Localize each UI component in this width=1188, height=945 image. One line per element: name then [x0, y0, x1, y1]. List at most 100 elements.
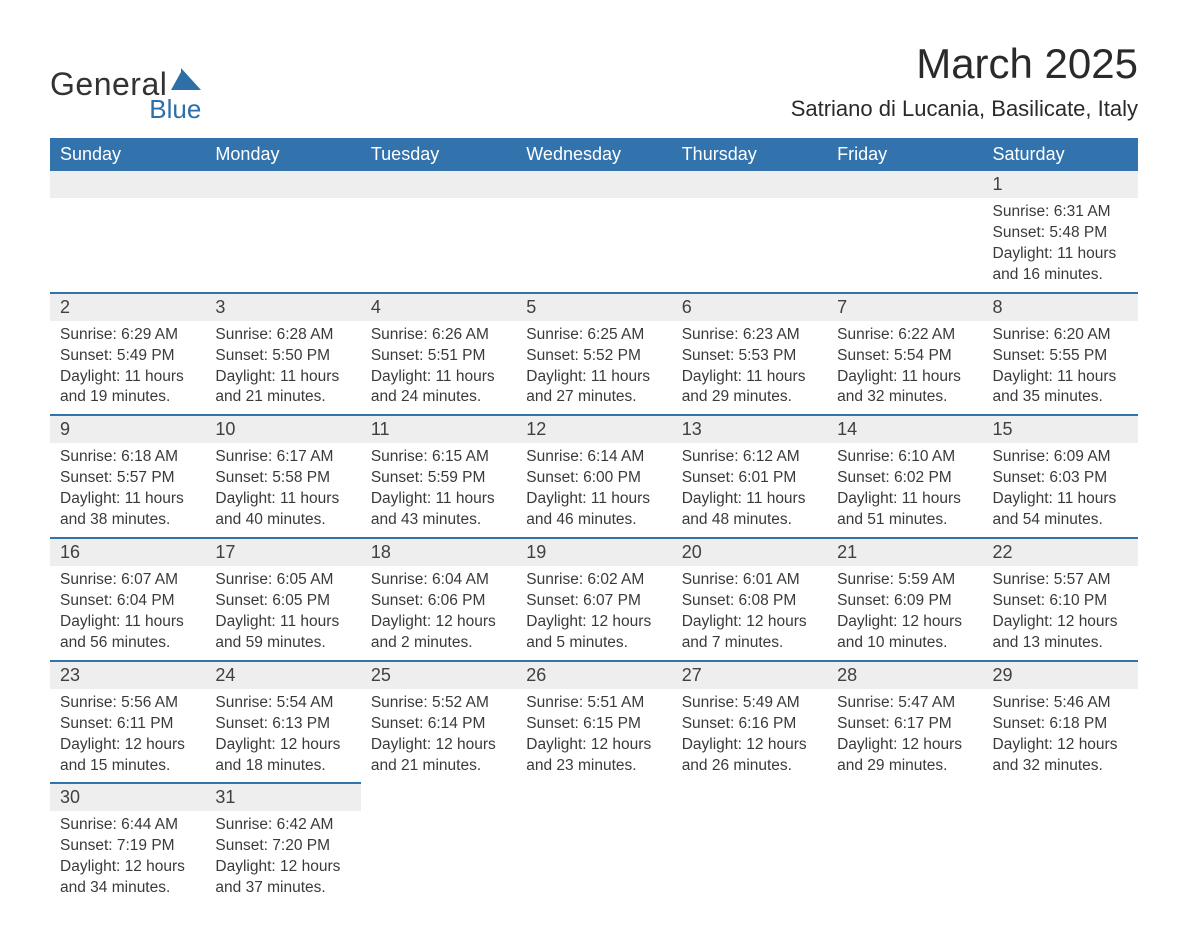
daylight-text: Daylight: 12 hours [215, 735, 350, 756]
day-details [50, 198, 205, 258]
daylight-text: Daylight: 11 hours [215, 367, 350, 388]
sunset-text: Sunset: 6:13 PM [215, 714, 350, 735]
day-number: 10 [205, 416, 360, 443]
daylight-text: and 16 minutes. [993, 265, 1128, 286]
calendar-day-cell: 22Sunrise: 5:57 AMSunset: 6:10 PMDayligh… [983, 538, 1138, 661]
sunrise-text: Sunrise: 6:26 AM [371, 325, 506, 346]
daylight-text: Daylight: 12 hours [682, 612, 817, 633]
calendar-day-cell: 10Sunrise: 6:17 AMSunset: 5:58 PMDayligh… [205, 415, 360, 538]
calendar-day-cell [361, 783, 516, 905]
sunset-text: Sunset: 7:19 PM [60, 836, 195, 857]
calendar-day-cell [205, 171, 360, 293]
daylight-text: and 10 minutes. [837, 633, 972, 654]
sunrise-text: Sunrise: 5:59 AM [837, 570, 972, 591]
sunrise-text: Sunrise: 6:18 AM [60, 447, 195, 468]
day-details: Sunrise: 6:07 AMSunset: 6:04 PMDaylight:… [50, 566, 205, 660]
sunrise-text: Sunrise: 5:54 AM [215, 693, 350, 714]
day-details [205, 198, 360, 258]
calendar-day-cell: 9Sunrise: 6:18 AMSunset: 5:57 PMDaylight… [50, 415, 205, 538]
day-header: Sunday [50, 138, 205, 171]
daylight-text: Daylight: 11 hours [526, 489, 661, 510]
logo-flag-icon [171, 68, 201, 94]
day-number: 17 [205, 539, 360, 566]
day-details [361, 198, 516, 258]
calendar-day-cell: 18Sunrise: 6:04 AMSunset: 6:06 PMDayligh… [361, 538, 516, 661]
page-header: General Blue March 2025 Satriano di Luca… [50, 40, 1138, 122]
day-details: Sunrise: 6:31 AMSunset: 5:48 PMDaylight:… [983, 198, 1138, 292]
daylight-text: and 26 minutes. [682, 756, 817, 777]
day-number: 1 [983, 171, 1138, 198]
daylight-text: Daylight: 11 hours [371, 489, 506, 510]
daylight-text: and 21 minutes. [215, 387, 350, 408]
daylight-text: Daylight: 11 hours [371, 367, 506, 388]
sunset-text: Sunset: 6:14 PM [371, 714, 506, 735]
location-subtitle: Satriano di Lucania, Basilicate, Italy [791, 96, 1138, 122]
day-number: 16 [50, 539, 205, 566]
calendar-day-cell: 5Sunrise: 6:25 AMSunset: 5:52 PMDaylight… [516, 293, 671, 416]
daylight-text: and 27 minutes. [526, 387, 661, 408]
calendar-day-cell: 13Sunrise: 6:12 AMSunset: 6:01 PMDayligh… [672, 415, 827, 538]
sunrise-text: Sunrise: 6:20 AM [993, 325, 1128, 346]
day-number: 26 [516, 662, 671, 689]
daylight-text: and 35 minutes. [993, 387, 1128, 408]
day-details [983, 810, 1138, 870]
sunrise-text: Sunrise: 6:31 AM [993, 202, 1128, 223]
day-details [516, 810, 671, 870]
day-details: Sunrise: 6:20 AMSunset: 5:55 PMDaylight:… [983, 321, 1138, 415]
day-number: 7 [827, 294, 982, 321]
day-details: Sunrise: 6:23 AMSunset: 5:53 PMDaylight:… [672, 321, 827, 415]
calendar-week-row: 23Sunrise: 5:56 AMSunset: 6:11 PMDayligh… [50, 661, 1138, 784]
calendar-day-cell [516, 783, 671, 905]
daylight-text: and 13 minutes. [993, 633, 1128, 654]
day-details: Sunrise: 6:29 AMSunset: 5:49 PMDaylight:… [50, 321, 205, 415]
calendar-day-cell: 17Sunrise: 6:05 AMSunset: 6:05 PMDayligh… [205, 538, 360, 661]
sunset-text: Sunset: 6:08 PM [682, 591, 817, 612]
daylight-text: Daylight: 12 hours [215, 857, 350, 878]
daylight-text: Daylight: 11 hours [215, 489, 350, 510]
calendar-week-row: 1Sunrise: 6:31 AMSunset: 5:48 PMDaylight… [50, 171, 1138, 293]
calendar-day-cell: 21Sunrise: 5:59 AMSunset: 6:09 PMDayligh… [827, 538, 982, 661]
day-details: Sunrise: 6:28 AMSunset: 5:50 PMDaylight:… [205, 321, 360, 415]
daylight-text: and 18 minutes. [215, 756, 350, 777]
day-details: Sunrise: 6:42 AMSunset: 7:20 PMDaylight:… [205, 811, 360, 905]
daylight-text: Daylight: 11 hours [215, 612, 350, 633]
sunset-text: Sunset: 6:03 PM [993, 468, 1128, 489]
day-details: Sunrise: 5:46 AMSunset: 6:18 PMDaylight:… [983, 689, 1138, 783]
sunrise-text: Sunrise: 6:22 AM [837, 325, 972, 346]
daylight-text: and 51 minutes. [837, 510, 972, 531]
day-number: 27 [672, 662, 827, 689]
sunset-text: Sunset: 7:20 PM [215, 836, 350, 857]
calendar-day-cell: 7Sunrise: 6:22 AMSunset: 5:54 PMDaylight… [827, 293, 982, 416]
daylight-text: and 21 minutes. [371, 756, 506, 777]
sunset-text: Sunset: 5:57 PM [60, 468, 195, 489]
day-number: 25 [361, 662, 516, 689]
calendar-day-cell: 27Sunrise: 5:49 AMSunset: 6:16 PMDayligh… [672, 661, 827, 784]
calendar-day-cell: 23Sunrise: 5:56 AMSunset: 6:11 PMDayligh… [50, 661, 205, 784]
day-details [827, 810, 982, 870]
day-number: 11 [361, 416, 516, 443]
day-number: 9 [50, 416, 205, 443]
daylight-text: and 29 minutes. [837, 756, 972, 777]
sunrise-text: Sunrise: 6:28 AM [215, 325, 350, 346]
sunset-text: Sunset: 5:48 PM [993, 223, 1128, 244]
day-number: 31 [205, 784, 360, 811]
calendar-day-cell: 19Sunrise: 6:02 AMSunset: 6:07 PMDayligh… [516, 538, 671, 661]
sunset-text: Sunset: 6:02 PM [837, 468, 972, 489]
calendar-day-cell [361, 171, 516, 293]
daylight-text: and 54 minutes. [993, 510, 1128, 531]
daylight-text: Daylight: 11 hours [682, 489, 817, 510]
day-number: 20 [672, 539, 827, 566]
sunrise-text: Sunrise: 6:12 AM [682, 447, 817, 468]
day-details: Sunrise: 5:57 AMSunset: 6:10 PMDaylight:… [983, 566, 1138, 660]
sunset-text: Sunset: 6:05 PM [215, 591, 350, 612]
calendar-table: Sunday Monday Tuesday Wednesday Thursday… [50, 138, 1138, 905]
day-number [672, 783, 827, 810]
day-details: Sunrise: 6:44 AMSunset: 7:19 PMDaylight:… [50, 811, 205, 905]
sunset-text: Sunset: 6:15 PM [526, 714, 661, 735]
day-details [827, 198, 982, 258]
sunrise-text: Sunrise: 6:02 AM [526, 570, 661, 591]
sunrise-text: Sunrise: 6:25 AM [526, 325, 661, 346]
day-header: Saturday [983, 138, 1138, 171]
daylight-text: and 38 minutes. [60, 510, 195, 531]
calendar-day-cell: 29Sunrise: 5:46 AMSunset: 6:18 PMDayligh… [983, 661, 1138, 784]
